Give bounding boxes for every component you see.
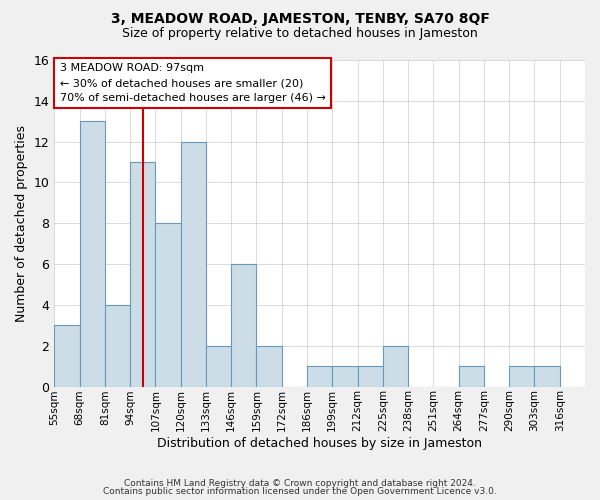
Y-axis label: Number of detached properties: Number of detached properties	[15, 125, 28, 322]
Text: 3, MEADOW ROAD, JAMESTON, TENBY, SA70 8QF: 3, MEADOW ROAD, JAMESTON, TENBY, SA70 8Q…	[110, 12, 490, 26]
Text: 3 MEADOW ROAD: 97sqm
← 30% of detached houses are smaller (20)
70% of semi-detac: 3 MEADOW ROAD: 97sqm ← 30% of detached h…	[59, 64, 325, 103]
Bar	[54, 326, 80, 386]
Text: Size of property relative to detached houses in Jameston: Size of property relative to detached ho…	[122, 28, 478, 40]
Bar	[181, 142, 206, 386]
Text: Contains HM Land Registry data © Crown copyright and database right 2024.: Contains HM Land Registry data © Crown c…	[124, 478, 476, 488]
Bar	[383, 346, 408, 387]
Bar	[80, 121, 105, 386]
Bar	[509, 366, 535, 386]
Bar	[206, 346, 231, 387]
Bar	[307, 366, 332, 386]
Bar	[358, 366, 383, 386]
Bar	[105, 305, 130, 386]
X-axis label: Distribution of detached houses by size in Jameston: Distribution of detached houses by size …	[157, 437, 482, 450]
Bar	[535, 366, 560, 386]
Bar	[256, 346, 282, 387]
Bar	[332, 366, 358, 386]
Text: Contains public sector information licensed under the Open Government Licence v3: Contains public sector information licen…	[103, 487, 497, 496]
Bar	[231, 264, 256, 386]
Bar	[155, 224, 181, 386]
Bar	[458, 366, 484, 386]
Bar	[130, 162, 155, 386]
